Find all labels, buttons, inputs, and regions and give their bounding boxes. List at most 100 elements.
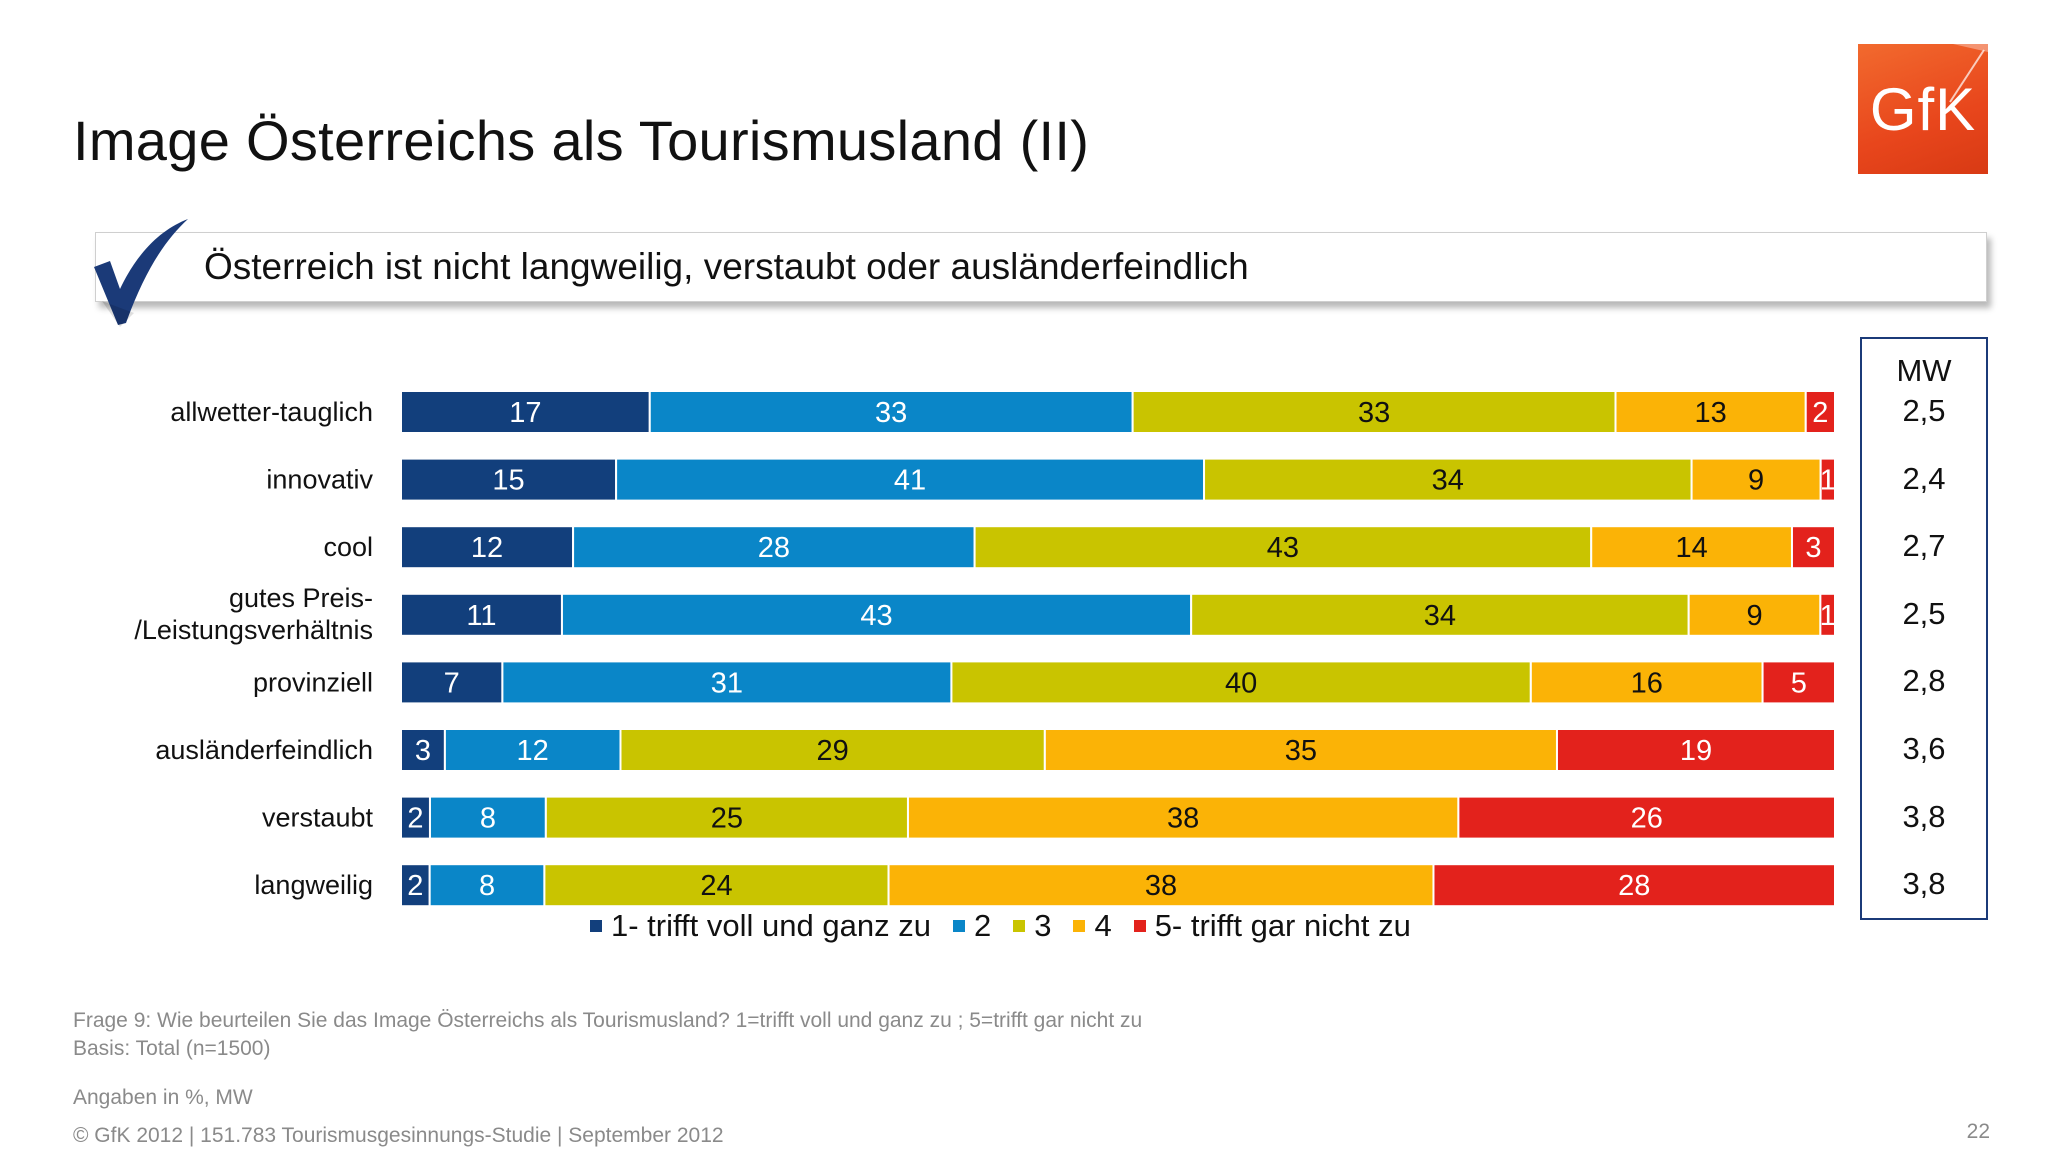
data-label: 43 (860, 600, 892, 632)
category-label: innovativ (266, 465, 373, 495)
data-label: 12 (517, 735, 549, 767)
data-label: 8 (480, 803, 496, 835)
bar-segment (560, 592, 1193, 637)
page-title: Image Österreichs als Tourismusland (II) (73, 109, 1090, 172)
bar-segment (400, 592, 563, 637)
legend-swatch (1013, 920, 1026, 932)
legend-item: 2 (952, 908, 992, 944)
bar-segment (1529, 660, 1764, 705)
data-label: 40 (1225, 667, 1257, 699)
mean-value-header: MW (1896, 353, 1952, 388)
data-label: 12 (471, 532, 503, 564)
key-message-banner: Österreich ist nicht langweilig, verstau… (95, 232, 1987, 302)
bar-segment (1790, 525, 1836, 570)
data-label: 9 (1746, 600, 1762, 632)
data-label: 17 (509, 397, 541, 429)
data-label: 3 (1805, 532, 1821, 564)
data-label: 26 (1631, 803, 1663, 835)
legend-item: 5- trifft gar nicht zu (1133, 908, 1411, 944)
checkmark-icon (94, 219, 188, 327)
legend-label: 5- trifft gar nicht zu (1154, 908, 1411, 943)
data-label: 43 (1267, 532, 1299, 564)
legend-swatch (590, 920, 602, 932)
bar-segment (400, 390, 651, 434)
question-note: Frage 9: Wie beurteilen Sie das Image Ös… (73, 1009, 1143, 1032)
data-label: 11 (466, 600, 496, 632)
mean-value: 3,8 (1902, 866, 1946, 902)
data-label: 16 (1631, 667, 1663, 699)
bar-segment (1190, 592, 1690, 637)
data-label: 28 (1618, 870, 1650, 902)
mean-value-box: MW 2,5 2,4 2,7 2,5 2,8 3,6 3,8 3,8 (1860, 337, 1988, 920)
legend-label: 3 (1034, 908, 1052, 943)
bar-segment (1614, 390, 1807, 434)
data-label: 38 (1145, 870, 1177, 902)
page-number: 22 (1966, 1120, 1990, 1143)
chart-legend: 1- trifft voll und ganz zu 2 3 4 5- trifft g… (590, 908, 1433, 944)
data-label: 28 (758, 532, 790, 564)
legend-swatch (952, 920, 965, 932)
bar-segment (443, 728, 622, 772)
logo-shine-icon (1949, 44, 1988, 103)
bar-segment (1131, 390, 1617, 434)
mean-value: 3,6 (1902, 731, 1946, 766)
data-label: 31 (711, 667, 743, 699)
bar-segment (1432, 863, 1836, 908)
category-label: gutes Preis-/Leistungsverhältnis (134, 583, 373, 645)
data-label: 8 (479, 870, 495, 902)
legend-label: 4 (1094, 908, 1112, 943)
bar-segment (1804, 390, 1837, 434)
legend-item: 4 (1073, 908, 1112, 944)
category-label: provinziell (253, 667, 373, 697)
bar-segment (501, 660, 953, 705)
data-label: 19 (1680, 735, 1712, 767)
bar-segment (1819, 457, 1837, 502)
data-label: 1 (1820, 465, 1836, 497)
bar-segment (1761, 660, 1837, 705)
bar-segment (1819, 592, 1836, 637)
mean-value: 3,8 (1902, 798, 1946, 834)
data-label: 33 (1358, 397, 1390, 429)
data-label: 14 (1675, 532, 1707, 564)
data-label: 34 (1432, 465, 1464, 497)
bar-segment (572, 525, 976, 570)
bar-segment (1203, 457, 1693, 502)
category-label: allwetter-tauglich (170, 397, 373, 427)
bar-segment (428, 795, 547, 840)
units-note: Angaben in %, MW (73, 1086, 253, 1109)
data-label: 1 (1820, 600, 1836, 632)
bar-segment (1457, 795, 1836, 840)
mean-value: 2,7 (1902, 528, 1946, 564)
data-label: 2 (407, 870, 423, 902)
bar-segment (1043, 728, 1558, 772)
bar-segment (543, 863, 890, 908)
data-label: 3 (415, 735, 431, 767)
bar-segment (1690, 457, 1822, 502)
mean-value: 2,5 (1902, 595, 1946, 631)
data-label: 38 (1167, 803, 1199, 835)
data-label: 15 (492, 465, 524, 497)
mean-value: 2,8 (1902, 663, 1946, 699)
bar-segment (1687, 592, 1822, 637)
bar-segment (544, 795, 909, 840)
bar-segment (950, 660, 1532, 705)
data-label: 13 (1694, 397, 1726, 429)
legend-swatch (1073, 920, 1086, 932)
legend-label: 2 (973, 908, 992, 943)
bar-segment (887, 863, 1435, 908)
data-label: 25 (711, 803, 743, 835)
data-label: 2 (407, 803, 423, 835)
mean-value: 2,5 (1902, 393, 1946, 428)
legend-swatch (1133, 920, 1146, 932)
bar-segment (973, 525, 1593, 570)
category-label: cool (323, 532, 373, 562)
bar-segment (1555, 728, 1837, 772)
data-label: 24 (700, 870, 732, 902)
data-label: 9 (1748, 465, 1764, 497)
bar-segment (615, 457, 1206, 502)
bar-segment (400, 728, 446, 772)
bar-segment (400, 660, 504, 705)
data-label: 29 (817, 735, 849, 767)
category-label: ausländerfeindlich (155, 735, 373, 765)
